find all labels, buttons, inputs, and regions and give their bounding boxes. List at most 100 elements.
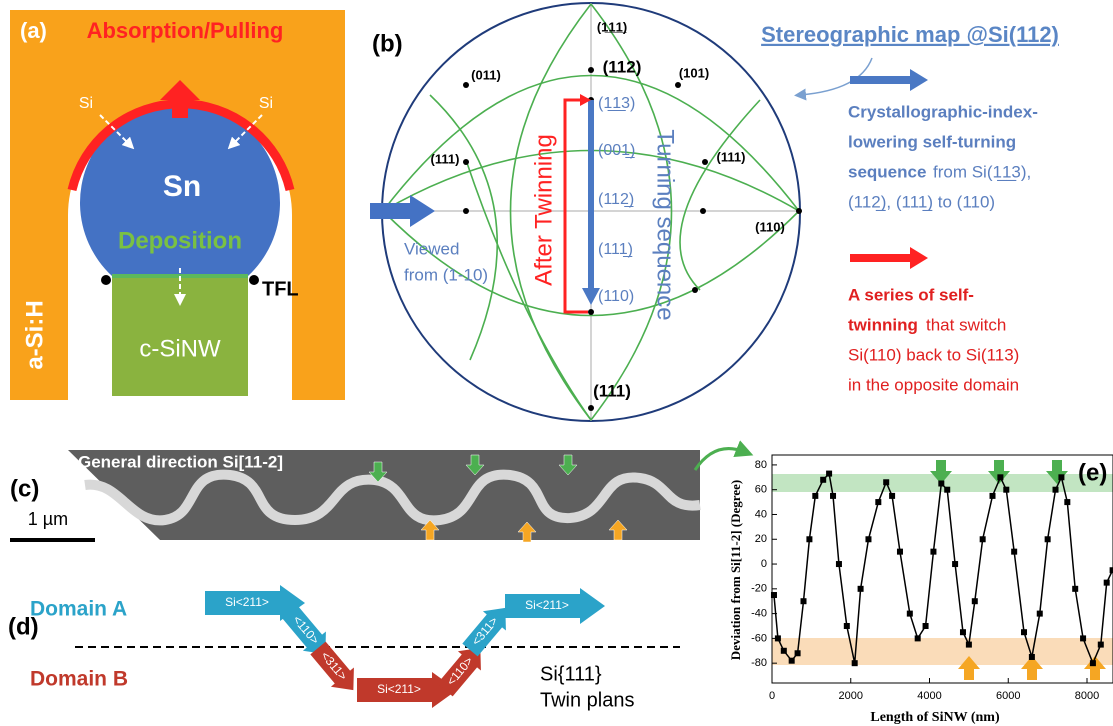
- data-point: [875, 499, 881, 505]
- domain-a: Domain A: [30, 598, 127, 621]
- twinning-bracket: [565, 100, 588, 312]
- data-point: [865, 536, 871, 542]
- data-point: [820, 477, 826, 483]
- y-tick-label: 0: [761, 558, 767, 570]
- deposition-label: Deposition: [118, 227, 242, 254]
- tfl-label: TFL: [262, 278, 299, 300]
- panel-b: (b) (1̲1̲1̲) (112) (011) (101) (111) (11…: [370, 3, 1059, 421]
- arrow-label: Si<211>: [377, 682, 421, 696]
- data-point: [1104, 580, 1110, 586]
- blue-note: from Si(1̲1̲3),: [933, 162, 1031, 181]
- data-point: [789, 658, 795, 664]
- data-point: [938, 481, 944, 487]
- data-point: [1011, 549, 1017, 555]
- data-point: [781, 648, 787, 654]
- data-point: [915, 635, 921, 641]
- tfl-dot: [249, 275, 259, 285]
- data-point: [923, 623, 929, 629]
- x-axis-label: Length of SiNW (nm): [870, 710, 1000, 725]
- scale-label: 1 µm: [28, 509, 68, 529]
- domain-b: Domain B: [30, 668, 128, 691]
- blue-note: (112̲), (111̲) to (110): [848, 192, 995, 211]
- data-point: [830, 493, 836, 499]
- data-point: [889, 493, 895, 499]
- pole-label: (110): [755, 219, 785, 234]
- direction-arrow: Si<211>: [505, 588, 605, 624]
- red-note: Si(110) back to Si(113): [848, 345, 1019, 364]
- x-tick-label: 6000: [996, 690, 1020, 702]
- data-line: [774, 474, 1113, 664]
- sn-label: Sn: [163, 170, 201, 203]
- data-point: [1029, 654, 1035, 660]
- panel-d: (d) Domain A Domain B Si<211> <110> <311…: [8, 585, 680, 711]
- red-note: twinning: [848, 315, 918, 334]
- data-point: [1037, 611, 1043, 617]
- data-point: [960, 629, 966, 635]
- data-point: [1003, 487, 1009, 493]
- y-tick-label: -60: [751, 632, 767, 644]
- data-point: [1058, 474, 1064, 480]
- plane-note: Twin plans: [540, 689, 635, 711]
- data-point: [844, 623, 850, 629]
- x-tick-label: 2000: [839, 690, 863, 702]
- link-arrow: [695, 449, 745, 470]
- x-tick-label: 0: [769, 690, 775, 702]
- data-point: [826, 471, 832, 477]
- title: Absorption/Pulling: [87, 18, 284, 43]
- data-point: [1072, 586, 1078, 592]
- legend-arrow-red: [850, 247, 928, 269]
- data-point: [806, 536, 812, 542]
- data-point: [897, 549, 903, 555]
- y-tick-label: 80: [755, 459, 767, 471]
- arrow-label: Si<211>: [225, 595, 269, 609]
- pole-label: (111): [593, 381, 631, 400]
- blue-note: lowering self-turning: [848, 132, 1016, 151]
- data-point: [795, 650, 801, 656]
- data-point: [1064, 499, 1070, 505]
- blue-note: Crystallographic-index-: [848, 102, 1038, 121]
- pole-label: (011): [471, 67, 501, 82]
- pole-label: (1̲1̲1̲): [597, 19, 627, 34]
- y-tick-label: -80: [751, 657, 767, 669]
- data-point: [1080, 635, 1086, 641]
- si-label: Si: [259, 95, 273, 112]
- tfl-dot: [101, 275, 111, 285]
- pole-label: (1̲1̲3): [598, 95, 635, 112]
- pole-label: (111̲): [598, 241, 633, 258]
- data-point: [812, 493, 818, 499]
- data-point: [1098, 642, 1104, 648]
- si-label: Si: [79, 95, 93, 112]
- data-point: [1053, 487, 1059, 493]
- data-point: [1090, 660, 1096, 666]
- data-point: [972, 598, 978, 604]
- pole-label: (112): [603, 57, 642, 76]
- panel-label: (e): [1078, 459, 1107, 486]
- panel-label: (b): [372, 30, 403, 57]
- data-point: [883, 479, 889, 485]
- arrow-label: Si<211>: [525, 598, 569, 612]
- data-point: [852, 660, 858, 666]
- panel-c: (c) General direction Si[11-2] 1 µm: [10, 450, 700, 542]
- a-si-h-label: a-Si:H: [21, 300, 48, 369]
- domain-band-orange: [772, 638, 1113, 665]
- pole-label: (111): [717, 149, 746, 164]
- figure: (a) Absorption/Pulling Si Si Sn Depositi…: [0, 0, 1113, 726]
- data-point: [801, 598, 807, 604]
- data-point: [944, 487, 950, 493]
- panel-label: (a): [20, 18, 47, 43]
- data-point: [771, 592, 777, 598]
- data-point: [966, 642, 972, 648]
- red-note: that switch: [926, 315, 1006, 334]
- pole-dots: [463, 67, 802, 411]
- red-note: A series of self-: [848, 285, 974, 304]
- map-title: Stereographic map @Si(112): [761, 22, 1059, 47]
- data-point: [1045, 536, 1051, 542]
- pole-label: (001̲): [598, 142, 635, 159]
- c-sinw-label: c-SiNW: [139, 335, 221, 362]
- y-tick-label: 60: [755, 484, 767, 496]
- red-note: in the opposite domain: [848, 375, 1019, 394]
- data-point: [836, 561, 842, 567]
- data-point: [858, 586, 864, 592]
- y-axis-label: Deviation from Si[11-2] (Degree): [728, 480, 743, 660]
- data-point: [907, 611, 913, 617]
